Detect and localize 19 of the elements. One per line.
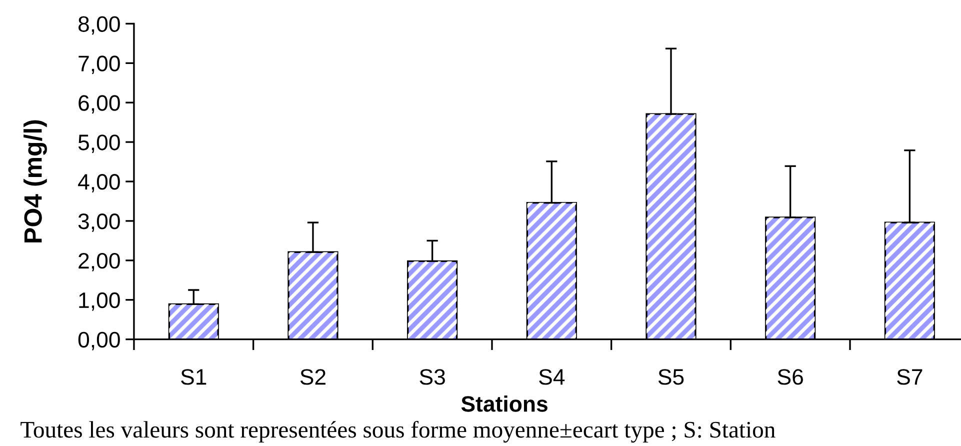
y-tick-label: 2,00 [78, 252, 120, 272]
y-axis-title: PO4 (mg/l) [24, 120, 47, 242]
y-tick-label: 4,00 [78, 174, 120, 192]
x-tick-label: S5 [658, 369, 684, 385]
x-tick-label: S7 [897, 369, 922, 385]
x-tick-label: S4 [539, 369, 565, 385]
y-tick-label: 7,00 [78, 56, 120, 74]
x-tick-label: S6 [778, 369, 803, 385]
x-axis-title: Stations [461, 396, 548, 412]
y-tick-label: 3,00 [78, 213, 120, 232]
text: Toutes les valeurs sont representées sous forme moyenne±ecart type ; S: Station [20, 420, 776, 443]
x-tick-label: S2 [300, 369, 326, 385]
y-tick-label: 1,00 [79, 292, 120, 311]
y-tick-label: 8,00 [78, 16, 120, 35]
x-tick-label: S3 [420, 369, 445, 385]
y-tick-label: 0,00 [78, 332, 120, 350]
y-tick-label: 6,00 [78, 95, 120, 114]
x-tick-label: S1 [181, 369, 206, 385]
y-tick-label: 5,00 [78, 134, 120, 153]
